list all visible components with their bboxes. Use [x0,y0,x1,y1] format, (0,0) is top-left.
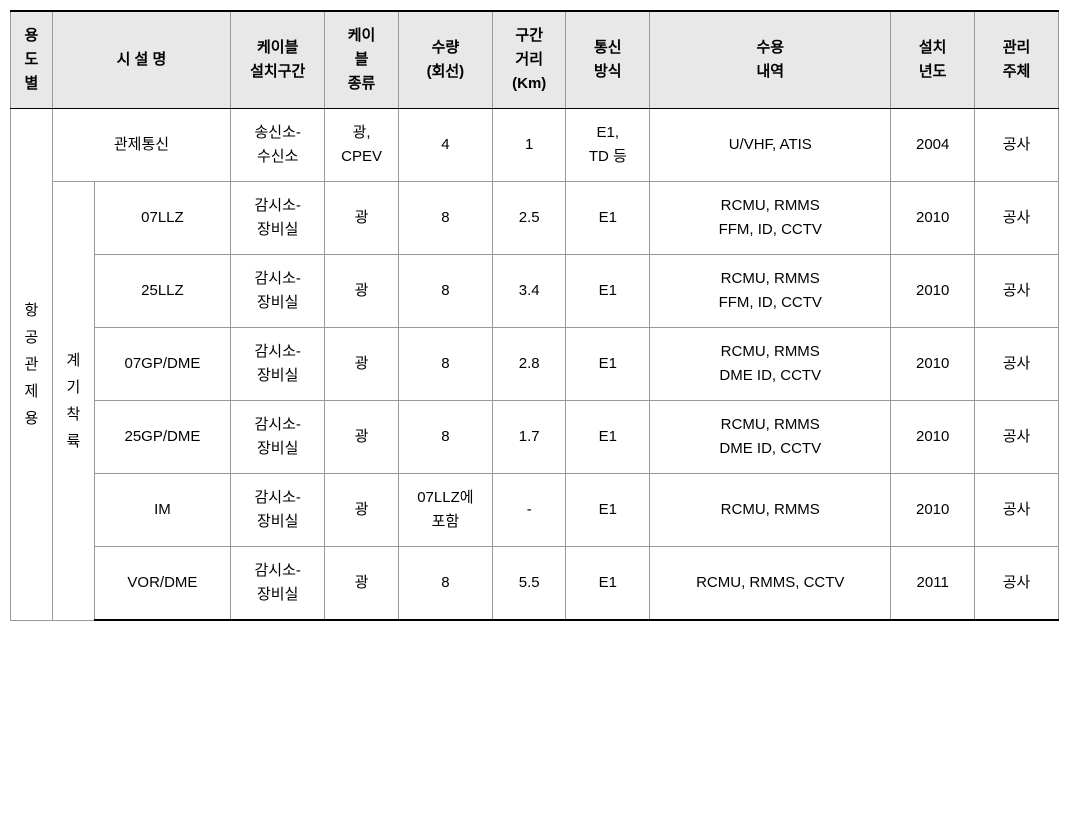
cell-facility: 관제통신 [52,109,230,182]
table-row: 07GP/DME 감시소-장비실 광 8 2.8 E1 RCMU, RMMSDM… [11,328,1059,401]
cell-manager: 공사 [975,255,1059,328]
cell-cable-section: 감시소-장비실 [231,474,325,547]
cell-content: RCMU, RMMSDME ID, CCTV [650,328,891,401]
cell-cable-type: 광,CPEV [325,109,398,182]
cell-cable-type: 광 [325,328,398,401]
cell-facility: VOR/DME [94,547,230,621]
table-row: IM 감시소-장비실 광 07LLZ에포함 - E1 RCMU, RMMS 20… [11,474,1059,547]
header-quantity: 수량(회선) [398,11,492,109]
header-manager: 관리주체 [975,11,1059,109]
cell-facility: 07LLZ [94,182,230,255]
cell-cable-section: 감시소-장비실 [231,255,325,328]
cell-year: 2010 [891,401,975,474]
table-row: 25GP/DME 감시소-장비실 광 8 1.7 E1 RCMU, RMMSDM… [11,401,1059,474]
cell-facility: IM [94,474,230,547]
cell-content: RCMU, RMMSDME ID, CCTV [650,401,891,474]
cell-comm-method: E1 [566,547,650,621]
cell-cable-section: 감시소-장비실 [231,328,325,401]
cell-manager: 공사 [975,547,1059,621]
cell-distance: 2.8 [493,328,566,401]
cell-content: RCMU, RMMS [650,474,891,547]
cell-content: U/VHF, ATIS [650,109,891,182]
cell-comm-method: E1,TD 등 [566,109,650,182]
cable-facility-table: 용도별 시 설 명 케이블설치구간 케이블종류 수량(회선) 구간거리(Km) … [10,10,1059,621]
cell-quantity: 8 [398,182,492,255]
cell-year: 2010 [891,328,975,401]
table-row: 항공관제용 관제통신 송신소-수신소 광,CPEV 4 1 E1,TD 등 U/… [11,109,1059,182]
cell-quantity: 8 [398,328,492,401]
cell-comm-method: E1 [566,474,650,547]
cell-distance: 1 [493,109,566,182]
cell-comm-method: E1 [566,255,650,328]
cell-comm-method: E1 [566,401,650,474]
table-header-row: 용도별 시 설 명 케이블설치구간 케이블종류 수량(회선) 구간거리(Km) … [11,11,1059,109]
cell-comm-method: E1 [566,182,650,255]
header-cable-type: 케이블종류 [325,11,398,109]
cell-cable-type: 광 [325,547,398,621]
header-cable-section: 케이블설치구간 [231,11,325,109]
cell-manager: 공사 [975,182,1059,255]
cell-quantity: 8 [398,547,492,621]
cell-content: RCMU, RMMSFFM, ID, CCTV [650,182,891,255]
cell-facility: 25LLZ [94,255,230,328]
cell-manager: 공사 [975,474,1059,547]
header-usage: 용도별 [11,11,53,109]
cell-manager: 공사 [975,109,1059,182]
table-row: VOR/DME 감시소-장비실 광 8 5.5 E1 RCMU, RMMS, C… [11,547,1059,621]
cell-manager: 공사 [975,401,1059,474]
cell-cable-section: 송신소-수신소 [231,109,325,182]
cell-cable-type: 광 [325,255,398,328]
cell-year: 2011 [891,547,975,621]
cell-year: 2010 [891,182,975,255]
usage-category: 항공관제용 [11,109,53,621]
cell-cable-section: 감시소-장비실 [231,182,325,255]
cell-year: 2010 [891,474,975,547]
cell-content: RCMU, RMMS, CCTV [650,547,891,621]
sub-category: 계기착륙 [52,182,94,621]
cell-facility: 25GP/DME [94,401,230,474]
cell-facility: 07GP/DME [94,328,230,401]
header-comm-method: 통신방식 [566,11,650,109]
cell-quantity: 8 [398,401,492,474]
cell-distance: 1.7 [493,401,566,474]
cell-quantity: 07LLZ에포함 [398,474,492,547]
cell-cable-section: 감시소-장비실 [231,547,325,621]
cell-year: 2010 [891,255,975,328]
cell-distance: 2.5 [493,182,566,255]
cell-comm-method: E1 [566,328,650,401]
cell-manager: 공사 [975,328,1059,401]
header-distance: 구간거리(Km) [493,11,566,109]
table-row: 계기착륙 07LLZ 감시소-장비실 광 8 2.5 E1 RCMU, RMMS… [11,182,1059,255]
cell-distance: 5.5 [493,547,566,621]
cell-distance: 3.4 [493,255,566,328]
cell-quantity: 8 [398,255,492,328]
cell-year: 2004 [891,109,975,182]
header-content: 수용내역 [650,11,891,109]
cell-content: RCMU, RMMSFFM, ID, CCTV [650,255,891,328]
header-year: 설치년도 [891,11,975,109]
cell-cable-type: 광 [325,401,398,474]
cell-cable-type: 광 [325,182,398,255]
cell-cable-section: 감시소-장비실 [231,401,325,474]
cell-quantity: 4 [398,109,492,182]
header-facility: 시 설 명 [52,11,230,109]
cell-cable-type: 광 [325,474,398,547]
table-row: 25LLZ 감시소-장비실 광 8 3.4 E1 RCMU, RMMSFFM, … [11,255,1059,328]
cell-distance: - [493,474,566,547]
